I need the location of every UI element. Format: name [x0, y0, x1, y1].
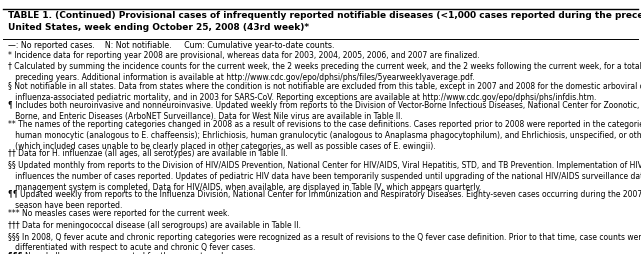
Text: TABLE 1. (Continued) Provisional cases of infrequently reported notifiable disea: TABLE 1. (Continued) Provisional cases o…	[8, 11, 641, 32]
Text: ** The names of the reporting categories changed in 2008 as a result of revision: ** The names of the reporting categories…	[8, 120, 641, 151]
Text: §§§ In 2008, Q fever acute and chronic reporting categories were recognized as a: §§§ In 2008, Q fever acute and chronic r…	[8, 233, 641, 252]
Text: †† Data for H. influenzae (all ages, all serotypes) are available in Table II.: †† Data for H. influenzae (all ages, all…	[8, 149, 287, 158]
Text: § Not notifiable in all states. Data from states where the condition is not noti: § Not notifiable in all states. Data fro…	[8, 82, 641, 102]
Text: † Calculated by summing the incidence counts for the current week, the 2 weeks p: † Calculated by summing the incidence co…	[8, 62, 641, 82]
Text: ¶¶¶ No rubella cases were reported for the current week.: ¶¶¶ No rubella cases were reported for t…	[8, 252, 228, 254]
Text: * Incidence data for reporting year 2008 are provisional, whereas data for 2003,: * Incidence data for reporting year 2008…	[8, 51, 479, 60]
Text: §§ Updated monthly from reports to the Division of HIV/AIDS Prevention, National: §§ Updated monthly from reports to the D…	[8, 161, 641, 192]
Text: —: No reported cases.    N: Not notifiable.     Cum: Cumulative year-to-date cou: —: No reported cases. N: Not notifiable.…	[8, 41, 334, 50]
Text: ¶¶ Updated weekly from reports to the Influenza Division, National Center for Im: ¶¶ Updated weekly from reports to the In…	[8, 190, 641, 210]
Text: ††† Data for meningococcal disease (all serogroups) are available in Table II.: ††† Data for meningococcal disease (all …	[8, 221, 301, 230]
Text: *** No measles cases were reported for the current week.: *** No measles cases were reported for t…	[8, 209, 229, 218]
Text: ¶ Includes both neuroinvasive and nonneuroinvasive. Updated weekly from reports : ¶ Includes both neuroinvasive and nonneu…	[8, 101, 641, 121]
